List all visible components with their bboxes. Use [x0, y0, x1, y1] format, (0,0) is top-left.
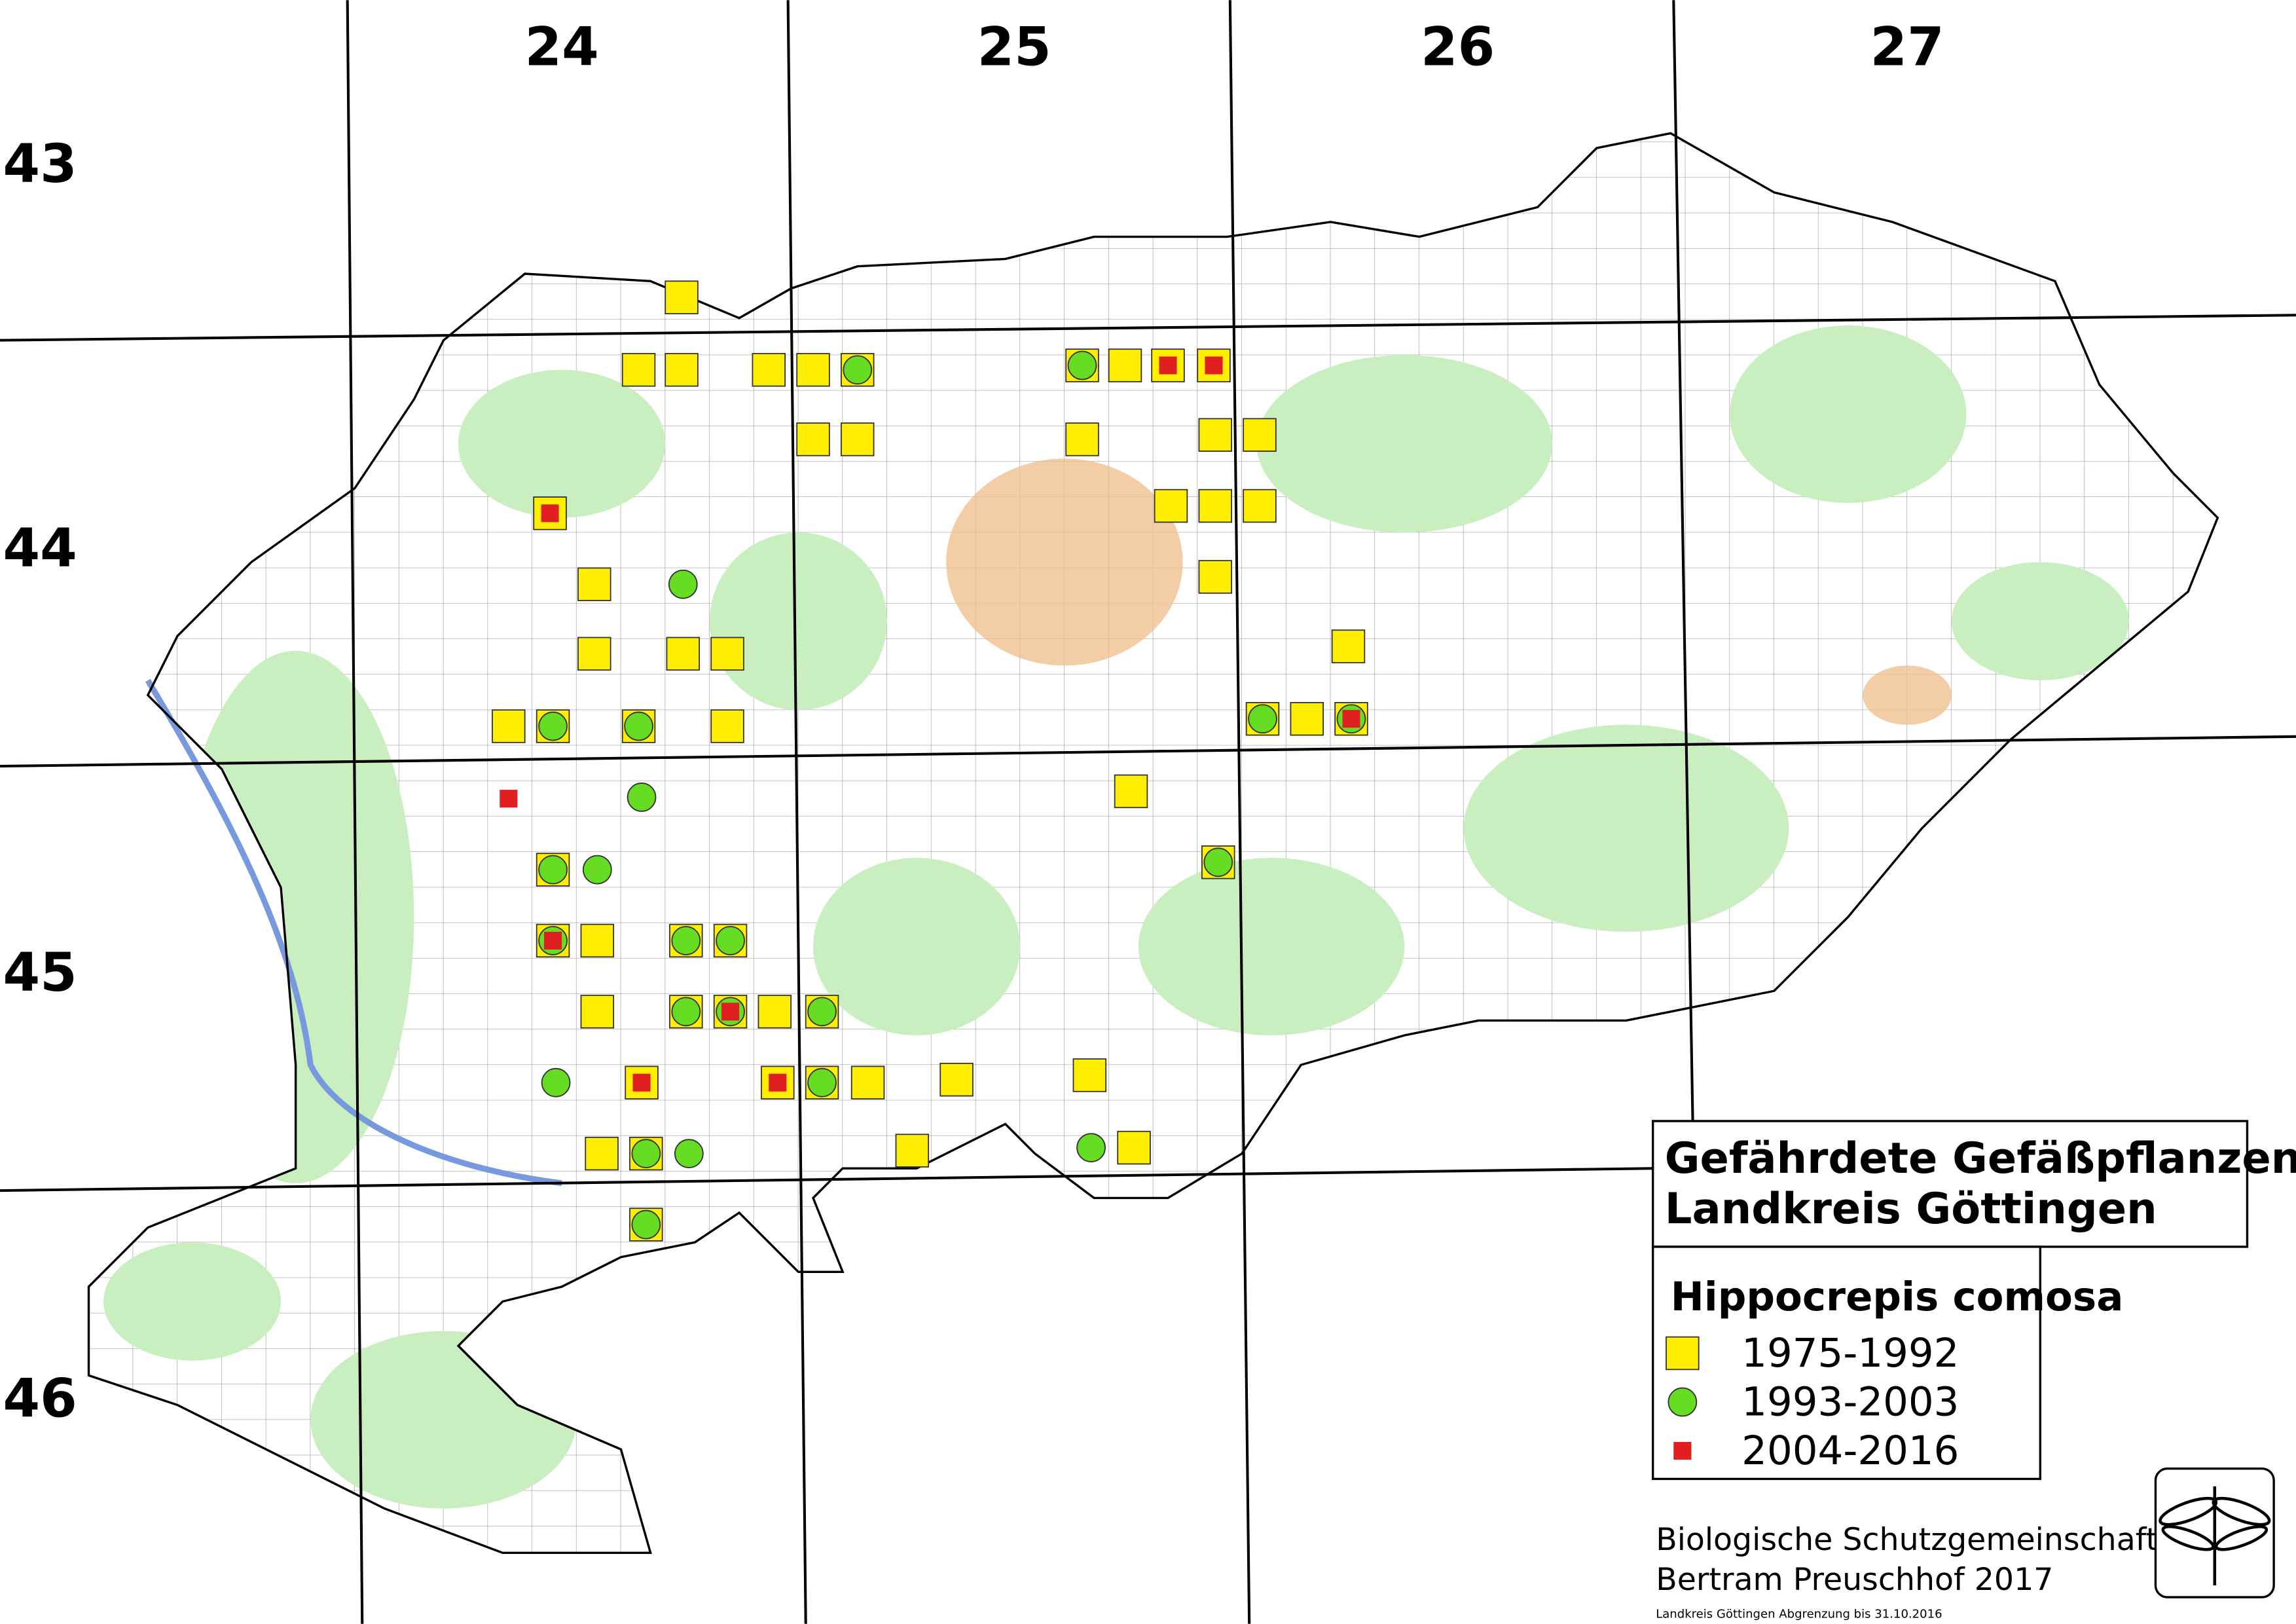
record-marker	[807, 1067, 837, 1098]
record-marker	[796, 353, 830, 387]
record-marker	[1243, 418, 1277, 452]
dragonfly-logo	[2159, 1486, 2271, 1586]
record-marker	[1159, 356, 1177, 375]
record-marker	[1072, 1058, 1107, 1092]
record-marker	[1667, 1387, 1698, 1417]
record-marker	[585, 1136, 619, 1171]
record-marker	[1065, 422, 1099, 456]
record-marker	[500, 790, 518, 808]
record-marker	[544, 931, 562, 950]
record-marker	[710, 709, 744, 743]
record-marker	[671, 997, 701, 1027]
record-marker	[674, 1139, 704, 1169]
record-marker	[1342, 710, 1360, 728]
column-label: 24	[525, 17, 599, 79]
record-marker	[1205, 356, 1223, 375]
record-marker	[721, 1003, 740, 1021]
record-marker	[1331, 629, 1366, 663]
record-marker	[632, 1073, 651, 1092]
row-label: 43	[3, 134, 77, 195]
record-marker	[1203, 847, 1233, 877]
record-marker	[752, 353, 786, 387]
record-marker	[841, 422, 875, 456]
record-marker	[492, 709, 526, 743]
record-marker	[1108, 348, 1142, 382]
record-marker	[624, 711, 653, 741]
record-marker	[843, 355, 873, 385]
credits: Biologische Schutzgemeinschaft Bertram P…	[1656, 1467, 2275, 1621]
credit-note: Landkreis Göttingen Abgrenzung bis 31.10…	[1656, 1608, 1942, 1621]
record-marker	[631, 1139, 661, 1169]
record-marker	[577, 637, 611, 671]
record-marker	[1076, 1133, 1106, 1162]
row-label: 46	[3, 1369, 77, 1430]
record-marker	[665, 280, 699, 314]
record-marker	[1248, 704, 1277, 734]
record-marker	[621, 353, 656, 387]
record-marker	[538, 855, 568, 885]
record-marker	[577, 567, 611, 601]
record-marker	[666, 637, 701, 671]
record-marker	[716, 926, 745, 955]
row-label: 44	[3, 518, 77, 580]
legend-entry: 2004-2016	[1741, 1428, 1959, 1474]
credit-line: Bertram Preuschhof 2017	[1656, 1562, 2053, 1598]
legend-entry: 1975-1992	[1741, 1330, 1959, 1376]
record-marker	[1117, 1130, 1151, 1165]
record-marker	[850, 1065, 885, 1099]
row-labels: 43 44 45 46	[3, 134, 77, 1430]
column-labels: 24 25 26 27	[525, 17, 1944, 79]
record-marker	[1673, 1441, 1692, 1460]
legend-entry: 1993-2003	[1741, 1378, 1959, 1425]
record-marker	[757, 995, 792, 1029]
record-marker	[939, 1062, 974, 1097]
record-marker	[796, 422, 830, 456]
record-marker	[1067, 350, 1097, 380]
column-label: 26	[1421, 17, 1495, 79]
record-marker	[580, 995, 615, 1029]
record-marker	[665, 353, 699, 387]
record-marker	[580, 923, 615, 958]
row-label: 45	[3, 942, 77, 1004]
record-marker	[1154, 489, 1188, 523]
record-marker	[668, 569, 698, 599]
record-marker	[671, 926, 701, 955]
legend-title: Landkreis Göttingen	[1665, 1184, 2157, 1234]
record-marker	[1198, 489, 1232, 523]
record-marker	[1198, 418, 1232, 452]
record-marker	[1114, 774, 1148, 809]
legend: Gefährdete Gefäßpflanzen Landkreis Götti…	[1651, 1120, 2296, 1481]
legend-title: Gefährdete Gefäßpflanzen	[1665, 1134, 2296, 1183]
record-marker	[1666, 1336, 1700, 1371]
record-marker	[1290, 701, 1324, 736]
record-marker	[710, 637, 744, 671]
record-marker	[1198, 560, 1232, 594]
species-name: Hippocrepis comosa	[1671, 1274, 2124, 1320]
record-marker	[1243, 489, 1277, 523]
record-marker	[631, 1209, 661, 1240]
column-label: 27	[1870, 17, 1944, 79]
record-marker	[538, 711, 568, 741]
credit-line: Biologische Schutzgemeinschaft	[1656, 1522, 2158, 1558]
record-marker	[582, 855, 612, 885]
record-marker	[769, 1073, 787, 1092]
record-marker	[541, 504, 559, 523]
record-marker	[895, 1134, 930, 1168]
record-marker	[807, 997, 837, 1027]
record-marker	[541, 1067, 571, 1098]
record-marker	[627, 783, 657, 812]
column-label: 25	[977, 17, 1051, 79]
